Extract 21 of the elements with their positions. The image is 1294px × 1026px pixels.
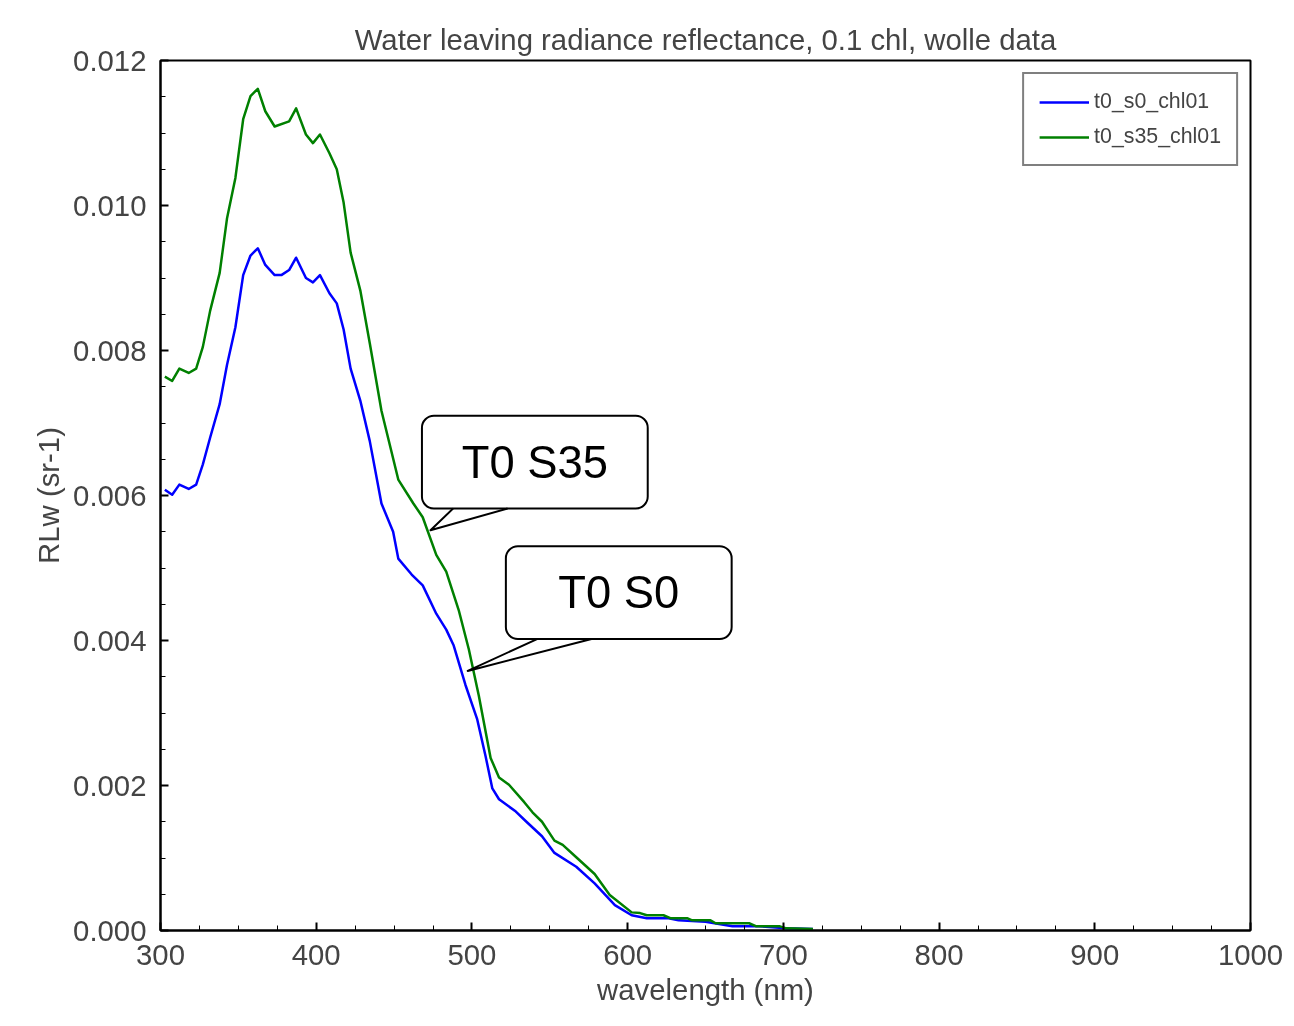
y-tick-label: 0.006 <box>73 478 147 512</box>
x-tick-label: 700 <box>758 937 808 971</box>
legend-label: t0_s0_chl01 <box>1094 89 1210 114</box>
x-tick-label: 600 <box>603 937 653 971</box>
x-tick-label: 900 <box>1070 937 1120 971</box>
y-tick-label: 0.012 <box>73 43 147 77</box>
x-tick-label: 1000 <box>1217 937 1284 971</box>
x-tick-label: 500 <box>447 937 497 971</box>
y-tick-label: 0.010 <box>73 188 147 222</box>
y-axis-title: RLw (sr-1) <box>32 427 66 564</box>
line-series <box>163 87 815 931</box>
y-tick-label: 0.004 <box>73 623 147 657</box>
annotation: T0 S0 <box>558 567 680 619</box>
annotation: T0 S35 <box>461 436 608 488</box>
y-tick-label: 0.002 <box>73 768 147 802</box>
legend-label: t0_s35_chl01 <box>1094 124 1221 149</box>
x-tick-label: 400 <box>291 937 341 971</box>
chart-title: Water leaving radiance reflectance, 0.1 chl, wolle data <box>354 22 1057 56</box>
y-tick-label: 0.008 <box>73 333 147 367</box>
x-axis-title: wavelength (nm) <box>596 972 814 1006</box>
x-tick-label: 800 <box>914 937 964 971</box>
